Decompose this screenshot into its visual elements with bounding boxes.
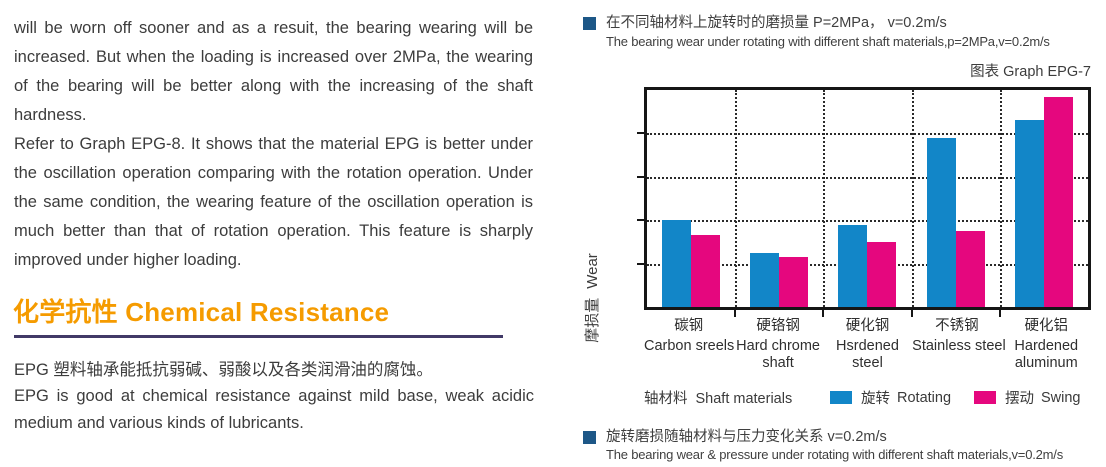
gridline-horizontal [647, 220, 1088, 223]
x-axis-label-en: shaft [762, 354, 794, 371]
body-paragraph-2: Refer to Graph EPG-8. It shows that the … [14, 135, 533, 269]
chart-legend: 轴材料 Shaft materials 旋转 Rotating 摆动 Swing [644, 386, 1091, 408]
x-axis-label-en: steel [852, 354, 883, 371]
legend-item-rotating: 旋转 Rotating [830, 387, 951, 408]
bar-swing-5 [1043, 96, 1073, 307]
gridline-vertical [911, 90, 914, 307]
y-axis-title: 摩损量 Wear [581, 228, 601, 368]
square-bullet-icon-top [583, 17, 596, 30]
bar-group-2 [735, 90, 823, 307]
x-axis-label-cn: 硬化钢 [845, 318, 890, 334]
gridline-horizontal [647, 176, 1088, 179]
bar-group-4 [912, 90, 1000, 307]
chart-caption-bottom-cn: 旋转磨损随轴材料与压力变化关系 v=0.2m/s [606, 429, 887, 445]
x-axis-label-cn: 硬铬钢 [756, 318, 800, 334]
chart-plot [637, 87, 1091, 317]
x-axis-tick [910, 310, 913, 317]
x-axis-label-en: Hsrdened [836, 338, 899, 354]
x-axis-title-cn: 轴材料 [644, 391, 688, 407]
x-axis-label-4: 不锈钢 Stainless steel [912, 314, 1006, 371]
legend-item-swing: 摆动 Swing [974, 387, 1081, 408]
section-divider [14, 335, 503, 338]
bar-rotating-4 [926, 137, 956, 307]
x-axis-tick [822, 310, 825, 317]
left-text-column: will be worn off sooner and as a resuit,… [14, 14, 533, 275]
x-axis-labels: 碳钢 Carbon sreels 硬铬钢 Hard chrome shaft 硬化钢 Hsr… [644, 314, 1091, 371]
x-axis-label-cn: 碳钢 [674, 318, 704, 334]
x-axis-label-en: aluminum [1014, 354, 1078, 371]
section-heading-chemical-resistance: 化学抗性 Chemical Resistance [13, 297, 390, 327]
x-axis-tick [734, 310, 737, 317]
x-axis-label-en: Hardened [1014, 338, 1079, 354]
bar-swing-4 [955, 231, 985, 307]
y-axis-tick [637, 262, 644, 265]
y-axis-title-en: Wear [584, 253, 601, 289]
x-axis-label-en: Stainless steel [912, 338, 1006, 354]
bar-group-5 [1000, 90, 1088, 307]
gridline-horizontal [647, 133, 1088, 136]
legend-label-swing-en: Swing [1041, 389, 1081, 406]
legend-label-rotating-cn: 旋转 [861, 391, 890, 407]
y-axis-tick [637, 219, 644, 222]
legend-swatch-rotating [830, 391, 852, 404]
legend-swatch-swing [974, 391, 996, 404]
bar-rotating-5 [1014, 120, 1044, 307]
x-axis-label-3: 硬化钢 Hsrdened steel [823, 314, 912, 371]
x-axis-tick [998, 310, 1001, 317]
chart-caption-top-en: The bearing wear under rotating with dif… [606, 34, 1050, 49]
gridline-vertical [999, 90, 1002, 307]
chemical-resistance-text-en: EPG is good at chemical resistance again… [14, 387, 534, 432]
x-axis-label-2: 硬铬钢 Hard chrome shaft [733, 314, 822, 371]
bar-rotating-1 [662, 220, 692, 307]
bar-group-3 [823, 90, 911, 307]
square-bullet-icon-bottom [583, 431, 596, 444]
x-axis-label-en: Hard chrome [736, 338, 820, 354]
x-axis-title: 轴材料 Shaft materials [644, 387, 792, 408]
body-paragraph-1: will be worn off sooner and as a resuit,… [14, 19, 533, 124]
chart-caption-top-cn: 在不同轴材料上旋转时的磨损量 P=2MPa， v=0.2m/s [606, 15, 947, 31]
chemical-resistance-paragraph: EPG 塑料轴承能抵抗弱碱、弱酸以及各类润滑油的腐蚀。 EPG is good … [14, 358, 534, 437]
gridline-vertical [823, 90, 826, 307]
y-axis-tick [637, 132, 644, 135]
y-axis-tick [637, 175, 644, 178]
x-axis-label-1: 碳钢 Carbon sreels [644, 314, 735, 371]
bar-swing-3 [867, 241, 897, 307]
bar-rotating-2 [750, 252, 780, 307]
legend-label-rotating-en: Rotating [897, 389, 952, 406]
bar-rotating-3 [838, 224, 868, 307]
x-axis-label-5: 硬化铝 Hardened aluminum [1002, 314, 1091, 371]
bar-swing-2 [779, 257, 809, 307]
x-axis-label-en: Carbon sreels [644, 338, 735, 354]
graph-number-label: 图表 Graph EPG-7 [970, 64, 1091, 80]
chemical-resistance-text-cn: EPG 塑料轴承能抵抗弱碱、弱酸以及各类润滑油的腐蚀。 [14, 361, 433, 379]
y-axis-title-cn: 摩损量 [584, 297, 601, 343]
chart-caption-bottom-en: The bearing wear & pressure under rotati… [606, 447, 1064, 462]
gridline-vertical [735, 90, 738, 307]
bar-group-1 [647, 90, 735, 307]
legend-label-swing-cn: 摆动 [1005, 391, 1034, 407]
bar-swing-1 [691, 235, 721, 307]
x-axis-label-cn: 硬化铝 [1024, 318, 1069, 334]
x-axis-label-cn: 不锈钢 [935, 318, 979, 334]
x-axis-title-en: Shaft materials [695, 391, 793, 407]
